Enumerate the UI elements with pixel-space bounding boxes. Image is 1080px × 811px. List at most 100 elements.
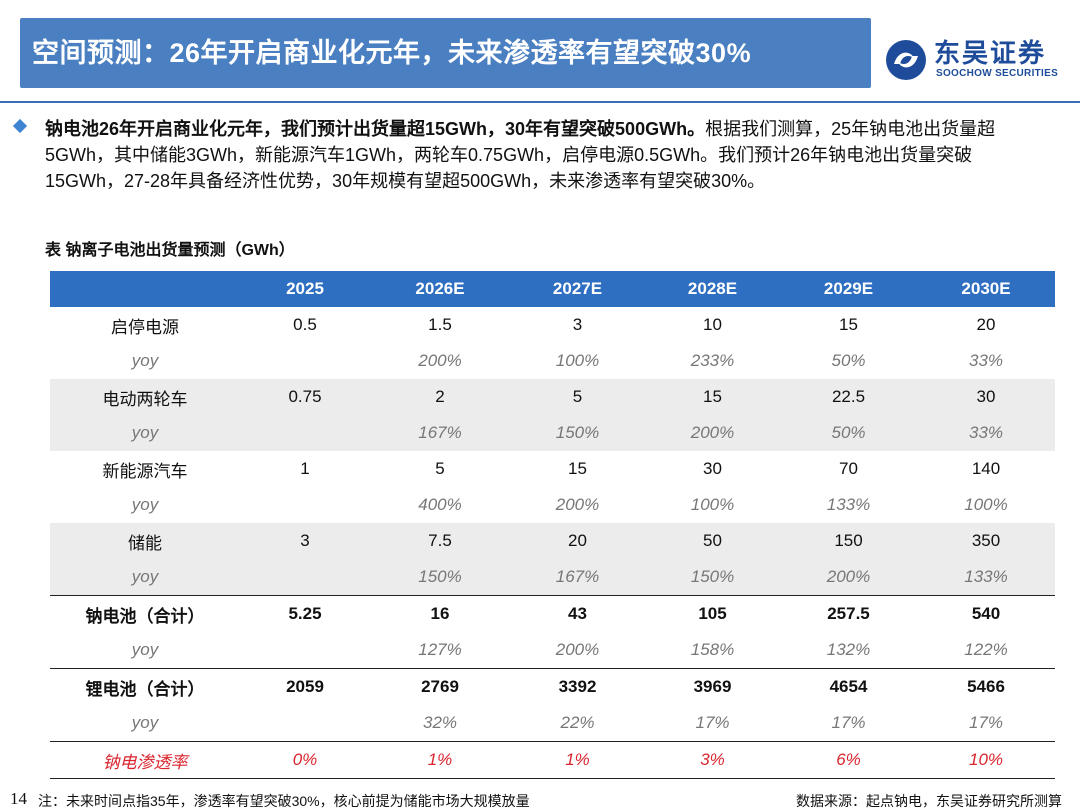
table-row-penetration: 钠电渗透率 0% 1% 1% 3% 6% 10%: [50, 741, 1055, 779]
table-cell: 0.5: [240, 307, 370, 343]
footer-note: 注：未来时间点指35年，渗透率有望突破30%，核心前提为储能市场大规模放量: [38, 793, 530, 809]
table-cell: 100%: [917, 487, 1055, 523]
table-cell: 17%: [780, 705, 917, 742]
table-cell: 17%: [645, 705, 780, 742]
table-cell: 50%: [780, 343, 917, 379]
table-cell: 0.75: [240, 379, 370, 415]
table-header-cell: [50, 271, 240, 307]
table-row: yoy 167% 150% 200% 50% 33%: [50, 415, 1055, 451]
table-cell: 400%: [370, 487, 510, 523]
row-label: yoy: [50, 343, 240, 379]
row-label: 钠电渗透率: [50, 741, 240, 779]
table-cell: 127%: [370, 632, 510, 669]
table-cell: 2769: [370, 668, 510, 705]
row-label: yoy: [50, 487, 240, 523]
table-cell: 200%: [780, 559, 917, 596]
table-cell: 33%: [917, 343, 1055, 379]
table-cell: 132%: [780, 632, 917, 669]
table-cell: 200%: [510, 632, 645, 669]
table-cell: 22%: [510, 705, 645, 742]
row-label: yoy: [50, 559, 240, 596]
row-label: 锂电池（合计）: [50, 668, 240, 705]
table-cell: 17%: [917, 705, 1055, 742]
table-cell: 5: [510, 379, 645, 415]
title-bar: 空间预测：26年开启商业化元年，未来渗透率有望突破30%: [20, 18, 871, 88]
table-cell: 100%: [645, 487, 780, 523]
row-label: yoy: [50, 705, 240, 742]
table-cell: 257.5: [780, 595, 917, 632]
table-cell: 150%: [510, 415, 645, 451]
row-label: yoy: [50, 415, 240, 451]
table-cell: 15: [645, 379, 780, 415]
table-cell: 200%: [510, 487, 645, 523]
table-row-sodium-total: 钠电池（合计） 5.25 16 43 105 257.5 540: [50, 595, 1055, 632]
row-label: 钠电池（合计）: [50, 595, 240, 632]
table-cell: 167%: [370, 415, 510, 451]
summary-body: 根据我们测算，25年钠电池出货量超5GWh，其中储能3GWh，新能源汽车1GWh…: [45, 119, 996, 191]
soochow-logo-icon: [886, 40, 926, 80]
table-cell: 150%: [370, 559, 510, 596]
title-divider: [0, 101, 1080, 103]
table-header-cell: 2030E: [917, 271, 1055, 307]
table-cell: 16: [370, 595, 510, 632]
table-cell: 5.25: [240, 595, 370, 632]
table-cell: 10: [645, 307, 780, 343]
table-cell: 200%: [370, 343, 510, 379]
table-cell: 30: [917, 379, 1055, 415]
table-header-cell: 2028E: [645, 271, 780, 307]
table-cell: 20: [510, 523, 645, 559]
table-cell: 167%: [510, 559, 645, 596]
table-header-cell: 2025: [240, 271, 370, 307]
table-cell: 43: [510, 595, 645, 632]
shipment-forecast-table: 2025 2026E 2027E 2028E 2029E 2030E 启停电源 …: [50, 271, 1055, 779]
table-row-lithium-total: 锂电池（合计） 2059 2769 3392 3969 4654 5466: [50, 668, 1055, 705]
page-number: 14: [10, 789, 27, 808]
table-cell: 5466: [917, 668, 1055, 705]
table-row: 电动两轮车 0.75 2 5 15 22.5 30: [50, 379, 1055, 415]
table-row: yoy 127% 200% 158% 132% 122%: [50, 632, 1055, 669]
table-cell: [240, 415, 370, 451]
table-cell: 3969: [645, 668, 780, 705]
table-cell: 233%: [645, 343, 780, 379]
table-row: yoy 150% 167% 150% 200% 133%: [50, 559, 1055, 596]
table-cell: 2059: [240, 668, 370, 705]
table-cell: 6%: [780, 741, 917, 779]
table-cell: 1: [240, 451, 370, 487]
table-cell: 50: [645, 523, 780, 559]
table-row: yoy 32% 22% 17% 17% 17%: [50, 705, 1055, 742]
logo-en: SOOCHOW SECURITIES: [936, 68, 1059, 79]
table-cell: [240, 632, 370, 669]
table-cell: 1%: [370, 741, 510, 779]
table-cell: 10%: [917, 741, 1055, 779]
diamond-bullet-icon: [12, 118, 28, 134]
table-cell: 15: [780, 307, 917, 343]
table-cell: 1%: [510, 741, 645, 779]
table-cell: [240, 343, 370, 379]
table-row: 储能 3 7.5 20 50 150 350: [50, 523, 1055, 559]
footer-source: 数据来源：起点钠电，东吴证券研究所测算: [796, 793, 1062, 809]
table-header-cell: 2029E: [780, 271, 917, 307]
soochow-logo: 东吴证券 SOOCHOW SECURITIES: [884, 38, 1064, 82]
summary-lead: 钠电池26年开启商业化元年，我们预计出货量超15GWh，30年有望突破500GW…: [45, 119, 706, 139]
table-cell: 150%: [645, 559, 780, 596]
table-row: yoy 200% 100% 233% 50% 33%: [50, 343, 1055, 379]
row-label: yoy: [50, 632, 240, 669]
table-title: 表 钠离子电池出货量预测（GWh）: [45, 242, 295, 259]
summary-paragraph: 钠电池26年开启商业化元年，我们预计出货量超15GWh，30年有望突破500GW…: [45, 116, 1045, 194]
table-cell: 3392: [510, 668, 645, 705]
table-cell: 3%: [645, 741, 780, 779]
table-cell: [240, 487, 370, 523]
table-cell: 105: [645, 595, 780, 632]
table-cell: 33%: [917, 415, 1055, 451]
row-label: 新能源汽车: [50, 451, 240, 487]
table-header-cell: 2027E: [510, 271, 645, 307]
page-title: 空间预测：26年开启商业化元年，未来渗透率有望突破30%: [32, 38, 752, 68]
table-cell: 20: [917, 307, 1055, 343]
table-row: 启停电源 0.5 1.5 3 10 15 20: [50, 307, 1055, 343]
table-cell: 158%: [645, 632, 780, 669]
table-cell: 3: [510, 307, 645, 343]
table-cell: 4654: [780, 668, 917, 705]
table-cell: 540: [917, 595, 1055, 632]
table-cell: 140: [917, 451, 1055, 487]
table-cell: 1.5: [370, 307, 510, 343]
